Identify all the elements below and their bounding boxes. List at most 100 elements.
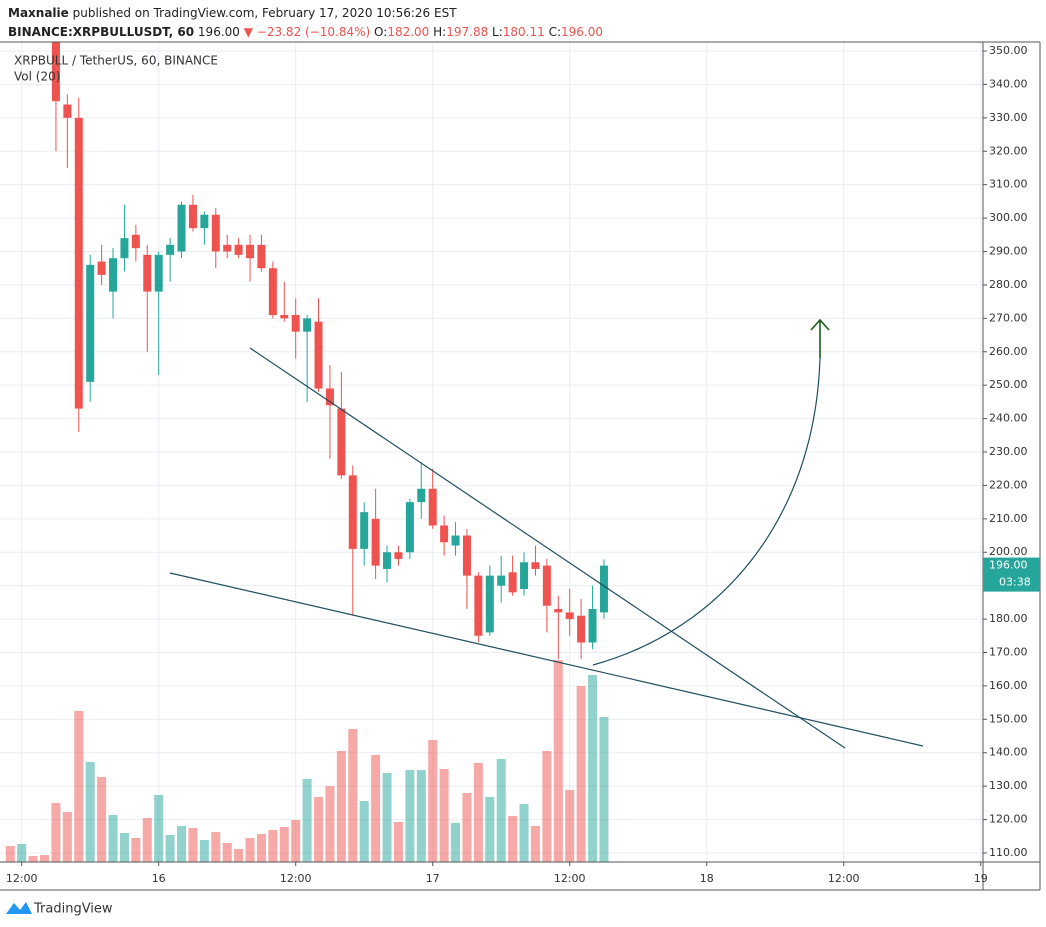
volume-bar <box>576 686 586 862</box>
y-tick-label: 320.00 <box>989 144 1028 157</box>
drawings <box>169 318 924 749</box>
volume-pane <box>5 660 609 862</box>
brand: TradingView <box>33 902 113 917</box>
volume-bar <box>393 822 403 862</box>
x-tick-label: 17 <box>426 872 440 885</box>
volume-bar <box>302 779 312 862</box>
last: 196.00 <box>197 25 240 39</box>
volume-bar <box>530 826 540 862</box>
volume-bar <box>119 833 129 862</box>
candle-body <box>348 475 357 549</box>
y-tick-label: 150.00 <box>989 712 1028 725</box>
volume-bar <box>553 660 563 862</box>
volume-bar <box>108 815 118 862</box>
y-tick-label: 220.00 <box>989 478 1028 491</box>
author: Maxnalie <box>8 6 69 20</box>
volume-bar <box>599 717 609 862</box>
y-tick-label: 270.00 <box>989 311 1028 324</box>
volume-bar <box>519 804 529 862</box>
logo <box>6 902 32 914</box>
x-tick-label: 12:00 <box>6 872 38 885</box>
candle-body <box>417 488 426 503</box>
volume-bar <box>51 803 61 862</box>
candle-body <box>360 512 369 549</box>
h: 197.88 <box>446 25 489 39</box>
y-tick-label: 240.00 <box>989 412 1028 425</box>
candle-body <box>280 314 289 319</box>
y-tick-label: 160.00 <box>989 679 1028 692</box>
candles <box>51 42 608 660</box>
c: 196.00 <box>561 25 604 39</box>
volume-bar <box>279 827 289 862</box>
l: 180.11 <box>502 25 545 39</box>
volume-bar <box>28 856 38 862</box>
candle-body <box>234 244 243 255</box>
c-label: C: <box>548 25 562 39</box>
y-tick-label: 260.00 <box>989 345 1028 358</box>
grid <box>0 42 983 862</box>
y-tick-label: 130.00 <box>989 779 1028 792</box>
candle-body <box>51 42 60 102</box>
legend-title: XRPBULL / TetherUS, 60, BINANCE <box>14 54 218 68</box>
candle-body <box>109 258 118 292</box>
trend-line <box>169 572 924 747</box>
header: Maxnalie published on TradingView.com, F… <box>8 4 603 42</box>
y-tick-label: 170.00 <box>989 645 1028 658</box>
y-tick-label: 340.00 <box>989 77 1028 90</box>
candle-body <box>599 565 608 613</box>
candle-body <box>257 244 266 269</box>
l-label: L: <box>492 25 503 39</box>
candle-body <box>166 244 175 255</box>
volume-bar <box>508 816 518 862</box>
volume-bar <box>199 840 209 862</box>
candle-body <box>554 609 563 613</box>
y-tick-label: 180.00 <box>989 612 1028 625</box>
candle-body <box>177 204 186 252</box>
candle-body <box>474 575 483 636</box>
candle-body <box>188 204 197 229</box>
volume-legend: Vol (20) <box>14 70 60 84</box>
candle-body <box>63 104 72 118</box>
volume-bar <box>97 777 107 862</box>
volume-bar <box>382 773 392 862</box>
y-tick-label: 310.00 <box>989 178 1028 191</box>
x-tick-label: 18 <box>700 872 714 885</box>
volume-bar <box>177 826 187 862</box>
volume-bar <box>588 675 598 862</box>
volume-bar <box>142 818 152 862</box>
candle-body <box>143 254 152 292</box>
volume-bar <box>462 793 472 862</box>
volume-bar <box>5 846 15 862</box>
x-tick-label: 12:00 <box>828 872 860 885</box>
volume-bar <box>542 751 552 862</box>
volume-bar <box>256 834 266 862</box>
candle-body <box>577 615 586 643</box>
candle-body <box>211 214 220 252</box>
volume-bar <box>222 843 232 862</box>
y-tick-label: 140.00 <box>989 746 1028 759</box>
candle-body <box>462 535 471 576</box>
y-tick-label: 250.00 <box>989 378 1028 391</box>
volume-bar <box>154 795 164 862</box>
candle-body <box>86 264 95 382</box>
candle-body <box>337 408 346 476</box>
o: 182.00 <box>387 25 430 39</box>
symbol: BINANCE:XRPBULLUSDT, 60 <box>8 25 195 39</box>
published: published on TradingView.com, February 1… <box>72 6 457 20</box>
candle-body <box>268 268 277 315</box>
candle-body <box>223 244 232 252</box>
y-tick-label: 350.00 <box>989 44 1028 57</box>
volume-bar <box>268 830 278 862</box>
volume-bar <box>85 762 95 862</box>
x-tick-label: 19 <box>974 872 988 885</box>
x-tick-label: 12:00 <box>554 872 586 885</box>
o-label: O: <box>374 25 388 39</box>
volume-bar <box>211 832 221 862</box>
price-tag <box>983 557 1040 592</box>
volume-bar <box>451 823 461 862</box>
volume-bar <box>565 790 575 862</box>
volume-bar <box>40 855 50 862</box>
candle-body <box>291 314 300 332</box>
